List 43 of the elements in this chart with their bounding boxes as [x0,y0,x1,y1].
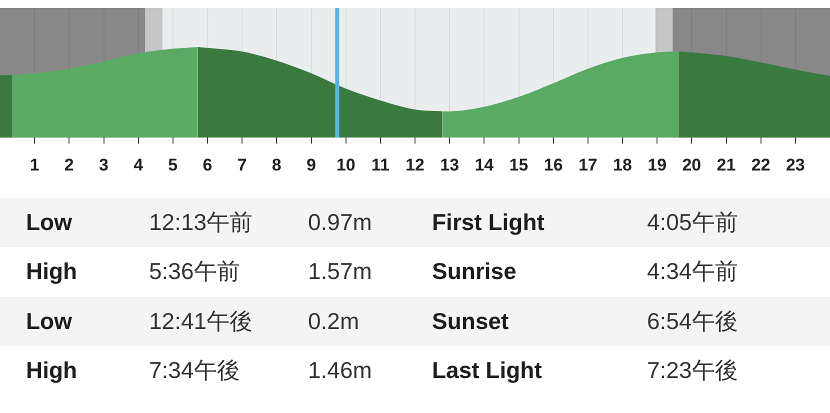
x-tick-label: 23 [786,155,805,174]
x-tick-label: 5 [168,155,178,174]
x-tick-label: 15 [509,155,528,174]
text: 4:34午前 [647,257,738,286]
text: 1.46m [308,356,372,385]
x-tick-label: 20 [682,155,702,174]
x-tick-label: 3 [99,155,108,174]
text: 0.97m [308,208,372,237]
x-tick-label: 12 [406,155,424,174]
text: 5:36午前 [149,257,240,286]
text: 7:34午後 [149,356,240,385]
x-tick-label: 1 [30,155,40,174]
x-tick-label: 7 [237,155,247,174]
x-tick-label: 22 [751,155,770,174]
text: 0.2m [308,306,360,336]
text: Sunrise [432,257,516,286]
text: High [26,356,78,385]
x-tick-label: 13 [440,155,460,174]
x-tick-label: 4 [134,155,144,174]
text: 7:23午後 [647,356,738,385]
text: 1.57m [308,257,372,286]
x-tick-label: 8 [272,155,282,174]
x-tick-label: 14 [474,155,494,174]
text: Low [26,306,72,336]
text: Low [26,208,72,237]
text: 4:05午前 [647,208,738,237]
x-tick-label: 6 [202,155,212,174]
x-tick-label: 21 [716,155,736,174]
text: 12:41午後 [149,306,253,336]
text: 6:54午後 [647,306,738,336]
x-tick-label: 16 [544,155,563,174]
x-tick-label: 10 [336,155,356,174]
text: High [26,257,78,286]
x-tick-label: 9 [306,155,316,174]
x-tick-label: 17 [578,155,598,174]
text: Sunset [432,306,509,336]
text: First Light [432,208,544,237]
text: 12:13午前 [149,208,253,237]
x-tick-label: 18 [613,155,632,174]
x-tick-label: 11 [371,155,390,174]
text: Last Light [432,356,542,385]
x-tick-label: 19 [648,155,667,174]
x-tick-label: 2 [64,155,74,174]
